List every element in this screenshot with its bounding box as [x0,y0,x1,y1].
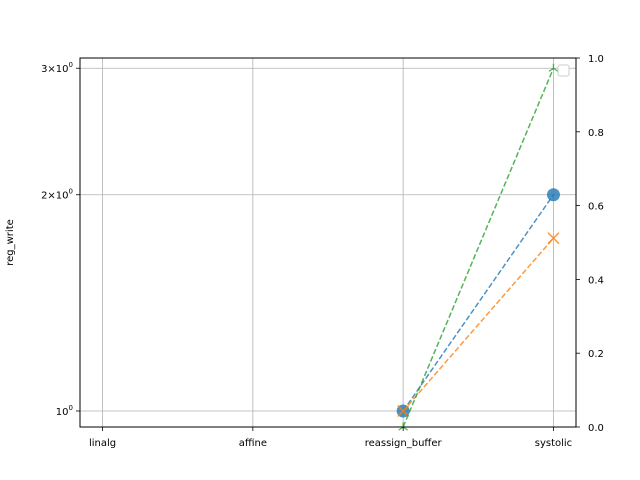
y-tick-label: 2×100 [41,188,73,202]
legend-box [557,64,570,77]
series-3 [398,63,559,431]
x-tick-label: systolic [535,438,572,449]
y-axis-label: reg_write [5,219,16,266]
grid [80,58,576,427]
plot-frame [79,57,577,428]
series-line [402,237,555,412]
data-point [397,404,410,418]
data-point [398,422,409,431]
x-axis: linalg affine reassign_buffer systolic [89,427,572,449]
series-2 [397,232,560,418]
y2-tick-label: 1.0 [588,54,604,65]
data-point [546,188,560,202]
x-tick-label: affine [239,438,267,449]
y-tick-label: 100 [56,404,73,418]
y-axis: 100 2×100 3×100 [41,61,80,418]
data-point [547,232,560,245]
x-tick-label: reassign_buffer [365,438,443,449]
y2-tick-label: 0.6 [588,202,604,213]
data-point [548,63,559,72]
x-tick-label: linalg [89,438,116,449]
y2-tick-label: 0.2 [588,349,604,360]
y-tick-label: 3×100 [41,61,73,75]
series-layer [396,63,560,431]
y2-tick-label: 0.0 [588,423,604,434]
y2-axis: 0.0 0.2 0.4 0.6 0.8 1.0 [576,54,604,434]
series-line [402,194,555,412]
y2-tick-label: 0.4 [588,275,604,286]
y2-tick-label: 0.8 [588,128,604,139]
series-line [402,67,555,428]
